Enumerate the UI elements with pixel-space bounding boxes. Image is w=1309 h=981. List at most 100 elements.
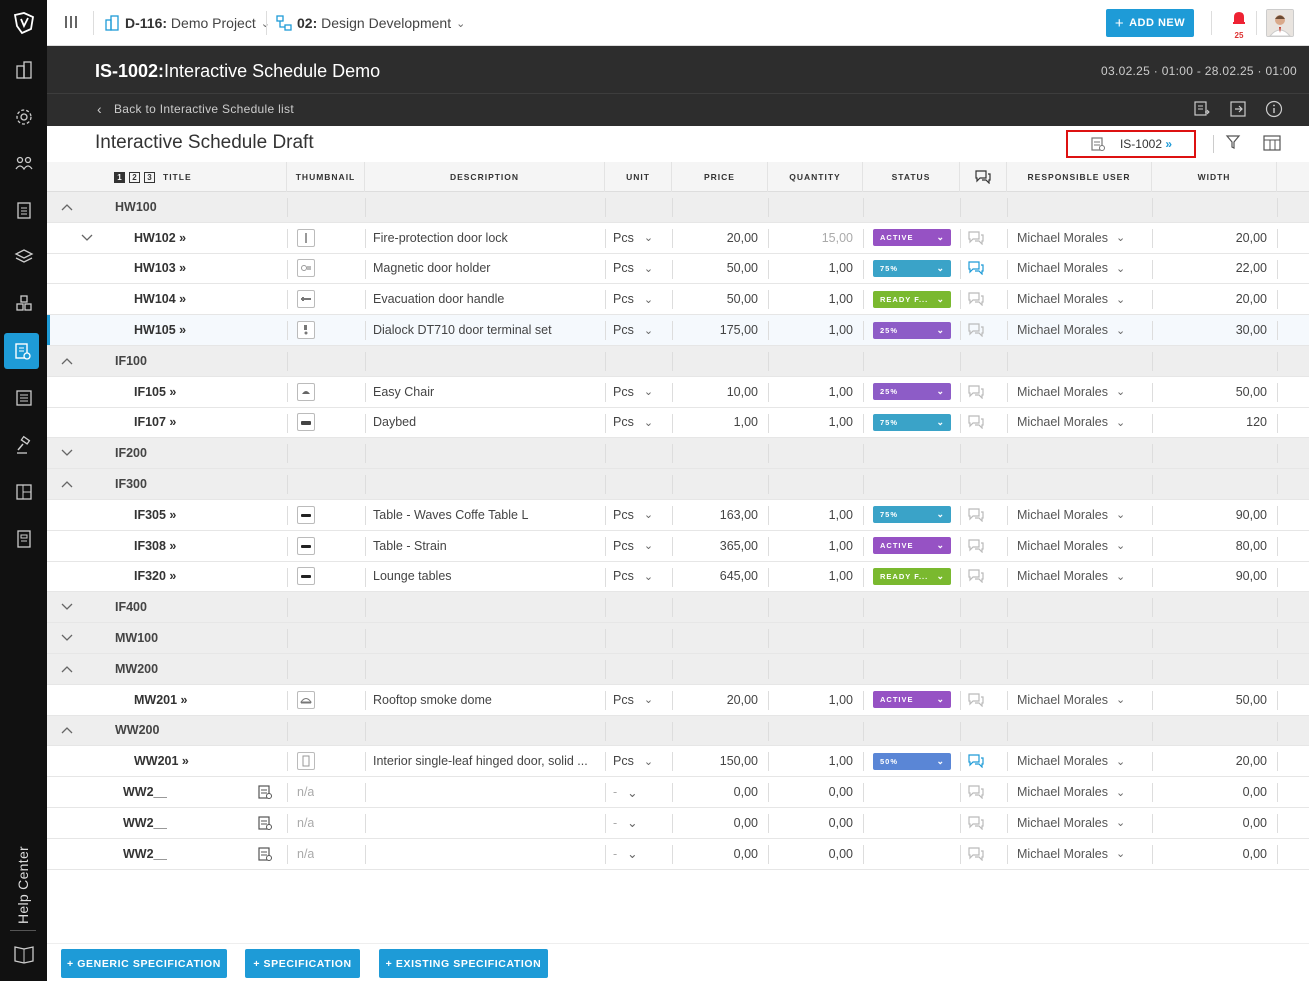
draft-item-title[interactable]: WW2__ [123,846,168,861]
price-field[interactable]: 0,00 [672,808,764,838]
sidebar-item-reports[interactable] [0,521,47,557]
thumbnail[interactable] [297,746,315,776]
status-dropdown[interactable]: 50% ⌄ [873,746,951,776]
table-row[interactable]: IF320 » Lounge tables Pcs ⌄ 645,00 1,00 READY … [47,561,1309,593]
table-row[interactable]: HW102 » Fire-protection door lock Pcs ⌄ 20,0… [47,222,1309,254]
item-title-link[interactable]: MW201 » [134,692,188,707]
table-row[interactable]: HW105 » Dialock DT710 door terminal set Pc… [47,315,1309,346]
item-title-link[interactable]: IF305 » [134,507,177,522]
item-title-link[interactable]: IF320 » [134,569,177,584]
status-dropdown[interactable]: 75% ⌄ [873,254,951,284]
item-title-link[interactable]: HW105 » [134,323,187,338]
thumbnail[interactable] [297,685,315,715]
width-field[interactable]: 20,00 [1152,746,1273,776]
app-logo-icon[interactable] [0,0,47,46]
sidebar-item-components[interactable] [0,286,47,322]
table-row[interactable]: IF105 » Easy Chair Pcs ⌄ 10,00 1,00 25% ⌄ Michae… [47,376,1309,408]
unit-select[interactable]: - ⌄ [613,839,669,869]
width-field[interactable]: 20,00 [1152,284,1273,314]
schedule-icon[interactable] [257,808,273,838]
price-field[interactable]: 175,00 [672,315,764,345]
comments-icon[interactable] [968,777,984,807]
responsible-user-select[interactable]: Michael Morales ⌄ [1017,377,1125,407]
add-specification-button[interactable]: + SPECIFICATION [245,949,360,978]
project-selector[interactable]: D-116: Demo Project ⌄ [104,15,270,31]
width-field[interactable]: 22,00 [1152,254,1273,284]
status-dropdown[interactable]: READY F... ⌄ [873,562,951,592]
width-field[interactable]: 50,00 [1152,685,1273,715]
sidebar-item-documents[interactable] [0,380,47,416]
unit-select[interactable]: Pcs ⌄ [613,746,669,776]
level-3-toggle[interactable]: 3 [144,171,155,183]
table-row[interactable]: WW2__ n/a - ⌄ 0,00 0,00 Michael Morales ⌄ 0,00 [47,777,1309,808]
responsible-user-select[interactable]: Michael Morales ⌄ [1017,685,1125,715]
comments-icon[interactable] [968,223,984,253]
table-row[interactable]: WW2__ n/a - ⌄ 0,00 0,00 Michael Morales ⌄ 0,00 [47,838,1309,870]
export-icon[interactable] [1193,100,1211,118]
responsible-user-select[interactable]: Michael Morales ⌄ [1017,284,1125,314]
table-row[interactable]: MW201 » Rooftop smoke dome Pcs ⌄ 20,00 1,00 AC… [47,684,1309,716]
column-description[interactable]: DESCRIPTION [365,162,605,192]
group-row[interactable]: IF200 [47,438,1309,470]
quantity-field[interactable]: 1,00 [768,408,859,438]
responsible-user-select[interactable]: Michael Morales ⌄ [1017,500,1125,530]
filter-icon[interactable] [1225,134,1243,152]
responsible-user-select[interactable]: Michael Morales ⌄ [1017,777,1125,807]
responsible-user-select[interactable]: Michael Morales ⌄ [1017,746,1125,776]
thumbnail[interactable] [297,315,315,345]
quantity-field[interactable]: 1,00 [768,315,859,345]
item-title-link[interactable]: IF105 » [134,384,177,399]
group-row[interactable]: MW100 [47,623,1309,654]
price-field[interactable]: 20,00 [672,685,764,715]
status-dropdown[interactable]: 25% ⌄ [873,315,951,345]
comments-icon[interactable] [968,531,984,561]
quantity-field[interactable]: 1,00 [768,562,859,592]
price-field[interactable]: 0,00 [672,777,764,807]
group-row[interactable]: HW100 [47,192,1309,223]
status-dropdown[interactable]: 75% ⌄ [873,500,951,530]
price-field[interactable]: 10,00 [672,377,764,407]
width-field[interactable]: 0,00 [1152,808,1273,838]
sidebar-item-tasks[interactable] [0,192,47,228]
quantity-field[interactable]: 1,00 [768,500,859,530]
add-generic-specification-button[interactable]: + GENERIC SPECIFICATION [61,949,227,978]
chevron-down-icon[interactable] [61,592,75,622]
responsible-user-select[interactable]: Michael Morales ⌄ [1017,562,1125,592]
width-field[interactable]: 50,00 [1152,377,1273,407]
columns-icon[interactable] [1263,134,1281,152]
width-field[interactable]: 0,00 [1152,839,1273,869]
price-field[interactable]: 50,00 [672,254,764,284]
status-dropdown[interactable]: 75% ⌄ [873,408,951,438]
unit-select[interactable]: Pcs ⌄ [613,377,669,407]
group-row[interactable]: IF400 [47,592,1309,624]
unit-select[interactable]: Pcs ⌄ [613,531,669,561]
group-row[interactable]: IF300 [47,469,1309,500]
thumbnail[interactable] [297,284,315,314]
table-row[interactable]: HW104 » Evacuation door handle Pcs ⌄ 50,00 1,… [47,284,1309,316]
chevron-up-icon[interactable] [61,346,75,376]
chevron-down-icon[interactable] [61,438,75,468]
comments-icon[interactable] [968,500,984,530]
table-row[interactable]: HW103 » Magnetic door holder Pcs ⌄ 50,00 1,00… [47,253,1309,285]
chevron-down-icon[interactable] [81,223,95,253]
responsible-user-select[interactable]: Michael Morales ⌄ [1017,408,1125,438]
schedule-icon[interactable] [257,839,273,869]
column-comments[interactable] [960,162,1007,192]
table-row[interactable]: IF305 » Table - Waves Coffe Table L Pcs ⌄ 16… [47,499,1309,531]
chevron-up-icon[interactable] [61,192,75,222]
unit-select[interactable]: Pcs ⌄ [613,284,669,314]
price-field[interactable]: 1,00 [672,408,764,438]
column-price[interactable]: PRICE [672,162,768,192]
comments-icon[interactable] [968,254,984,284]
menu-columns-icon[interactable] [64,15,78,34]
item-title-link[interactable]: IF308 » [134,538,177,553]
item-title-link[interactable]: HW102 » [134,230,187,245]
responsible-user-select[interactable]: Michael Morales ⌄ [1017,223,1125,253]
phase-selector[interactable]: 02: Design Development ⌄ [276,15,465,31]
notifications-button[interactable]: 25 [1228,10,1250,40]
comments-icon[interactable] [968,315,984,345]
width-field[interactable]: 0,00 [1152,777,1273,807]
schedule-icon[interactable] [257,777,273,807]
table-row[interactable]: IF308 » Table - Strain Pcs ⌄ 365,00 1,00 ACTIV… [47,530,1309,562]
price-field[interactable]: 50,00 [672,284,764,314]
